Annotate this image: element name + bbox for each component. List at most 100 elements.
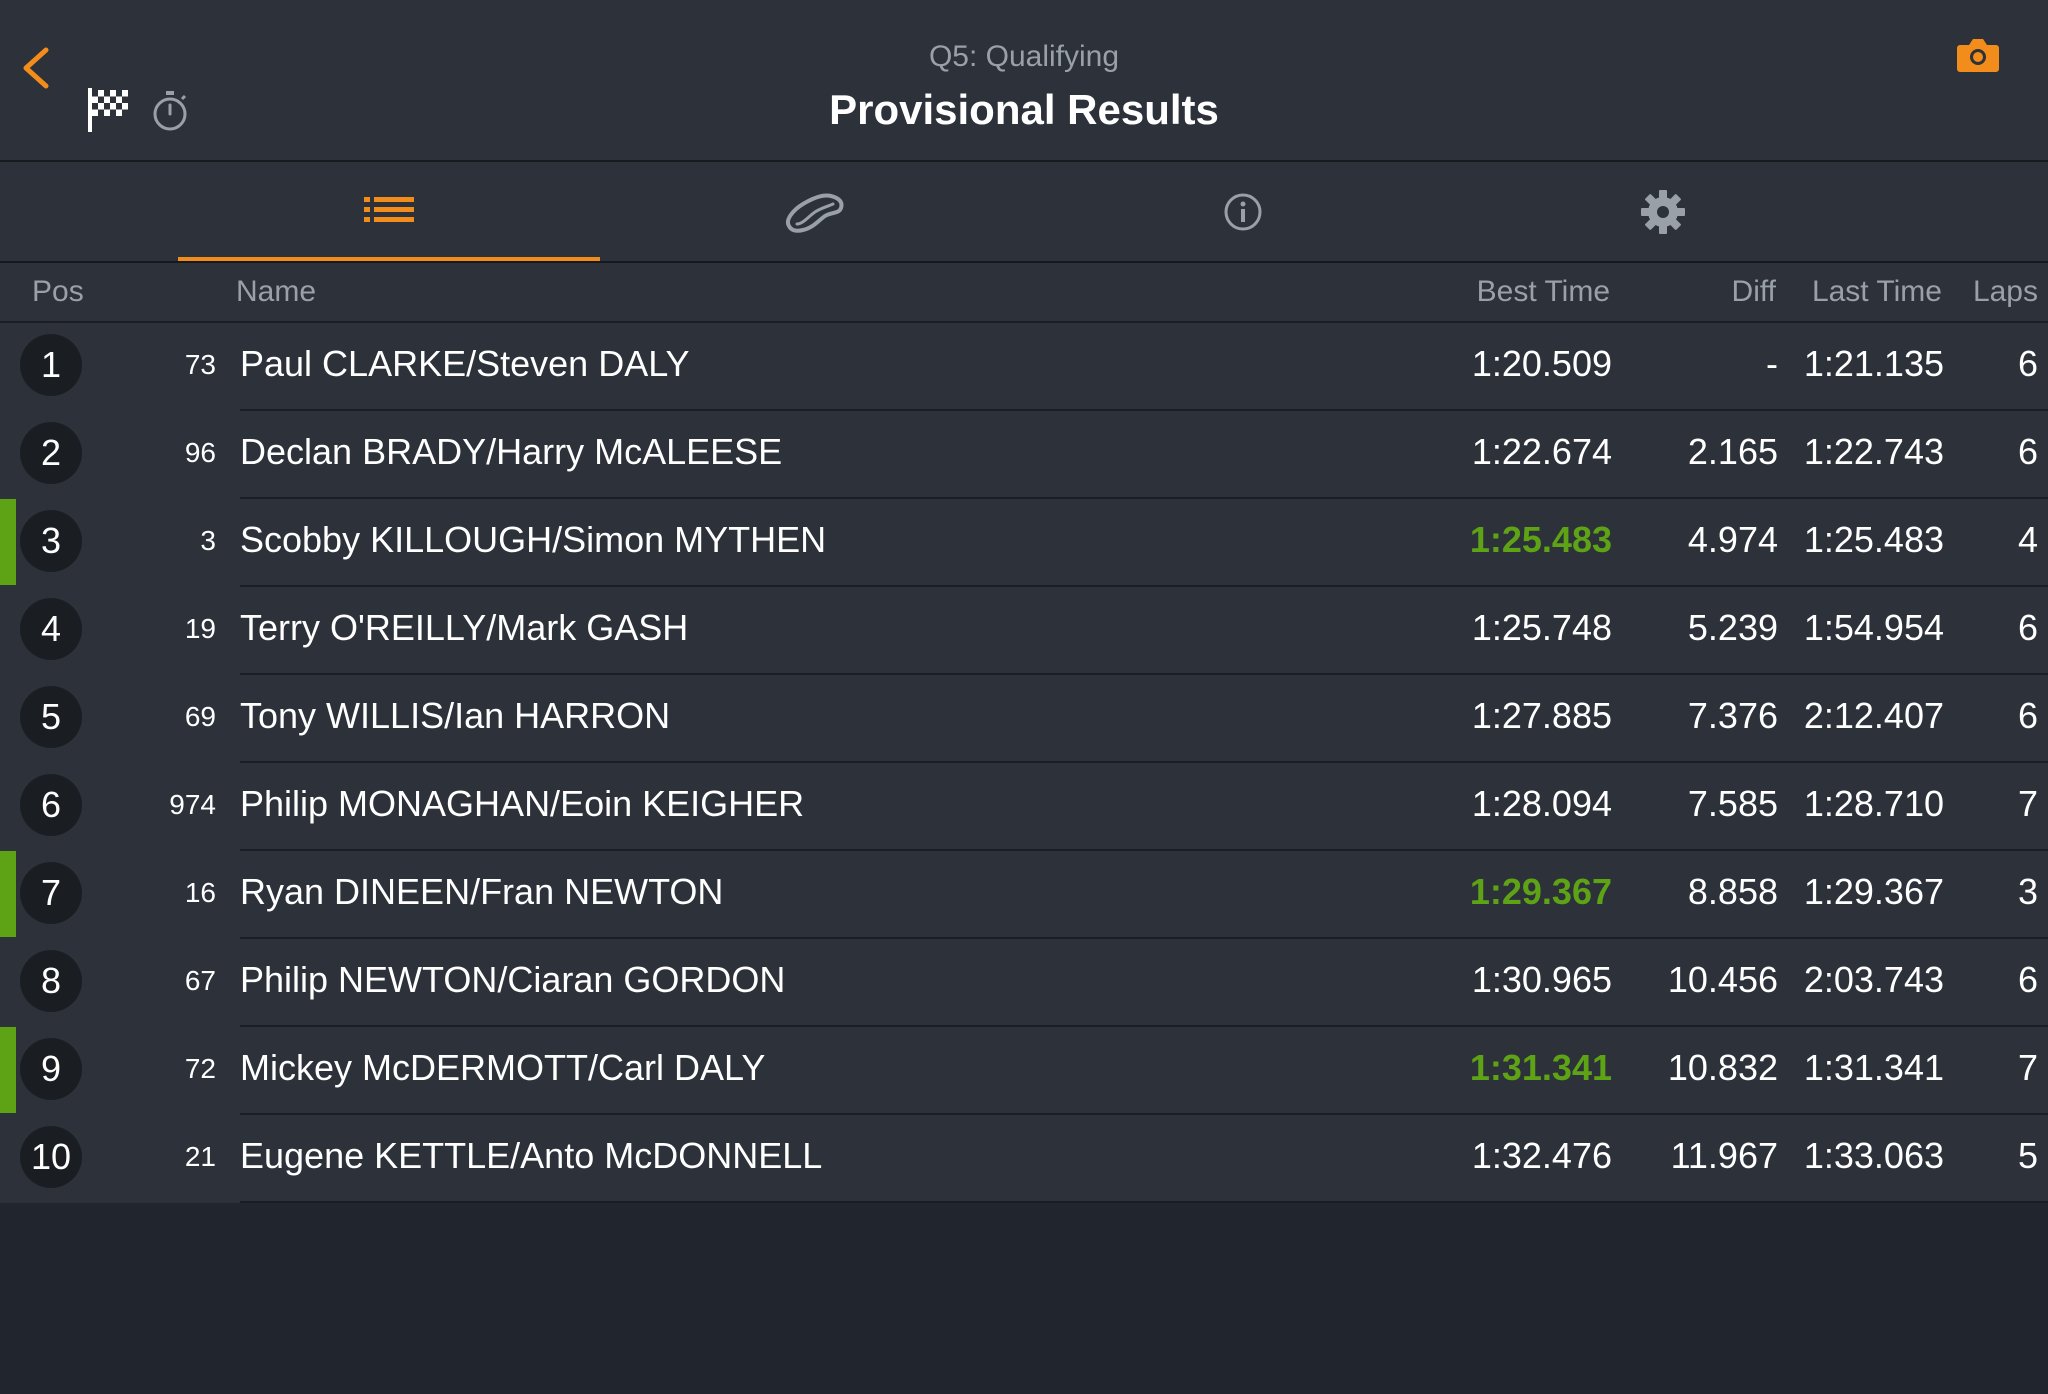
driver-names: Tony WILLIS/Ian HARRON [240,695,671,736]
table-row[interactable]: 4 19 Terry O'REILLY/Mark GASH 1:25.748 5.239… [0,587,2048,675]
last-time: 1:25.483 [1803,519,1944,560]
lap-count: 5 [2017,1135,2038,1176]
results-table: 1 73 Paul CLARKE/Steven DALY 1:20.509-1:21.… [0,323,2048,1203]
time-diff: - [1766,343,1778,384]
last-time: 1:28.710 [1803,783,1944,824]
lap-count: 4 [2017,519,2038,560]
header-laps: Laps [1972,275,2038,308]
active-tab-indicator [178,257,600,261]
stopwatch-icon [150,90,190,137]
car-number: 96 [184,437,216,468]
track-icon [786,193,844,233]
header-best-time: Best Time [1476,275,1610,308]
checkered-flag-icon [86,86,132,139]
table-row[interactable]: 6 974 Philip MONAGHAN/Eoin KEIGHER 1:28.094… [0,763,2048,851]
best-time: 1:25.483 [1469,519,1612,560]
header-bar: Q5: Qualifying Provisional Results [0,0,2048,162]
driver-names: Philip MONAGHAN/Eoin KEIGHER [240,783,805,824]
improvement-indicator [0,1027,16,1115]
info-icon [1224,193,1262,230]
driver-names: Scobby KILLOUGH/Simon MYTHEN [240,519,827,560]
lap-count: 3 [2017,871,2038,912]
position-badge: 9 [20,1038,82,1100]
last-time: 1:31.341 [1803,1047,1944,1088]
tab-info[interactable] [1028,162,1458,261]
lap-count: 7 [2017,1047,2038,1088]
best-time: 1:29.367 [1469,871,1612,912]
driver-names: Terry O'REILLY/Mark GASH [240,607,689,648]
table-row[interactable]: 10 21 Eugene KETTLE/Anto McDONNELL 1:32.476… [0,1115,2048,1203]
best-time: 1:27.885 [1471,695,1612,736]
last-time: 1:22.743 [1803,431,1944,472]
best-time: 1:22.674 [1471,431,1612,472]
position-badge: 10 [20,1126,82,1188]
list-icon [364,196,414,222]
time-diff: 10.832 [1667,1047,1778,1088]
time-diff: 11.967 [1670,1135,1778,1176]
car-number: 19 [184,613,216,644]
chevron-left-icon [23,47,49,89]
camera-icon [1957,39,1999,72]
car-number: 3 [200,525,216,556]
car-number: 974 [169,789,216,820]
driver-names: Mickey McDERMOTT/Carl DALY [240,1047,766,1088]
header-last-time: Last Time [1811,275,1942,308]
lap-count: 6 [2017,343,2038,384]
table-row[interactable]: 8 67 Philip NEWTON/Ciaran GORDON 1:30.965 10… [0,939,2048,1027]
lap-count: 6 [2017,431,2038,472]
header-pos: Pos [32,275,84,308]
position-badge: 3 [20,510,82,572]
tab-settings[interactable] [1458,162,1868,261]
time-diff: 4.974 [1687,519,1778,560]
time-diff: 5.239 [1687,607,1778,648]
table-row[interactable]: 2 96 Declan BRADY/Harry McALEESE 1:22.674 2.… [0,411,2048,499]
best-time: 1:25.748 [1471,607,1612,648]
last-time: 1:21.135 [1803,343,1944,384]
car-number: 69 [184,701,216,732]
improvement-indicator [0,939,16,1027]
time-diff: 10.456 [1667,959,1778,1000]
table-row[interactable]: 1 73 Paul CLARKE/Steven DALY 1:20.509 -1:21.… [0,323,2048,411]
page-title: Provisional Results [829,86,1219,133]
header-diff: Diff [1731,275,1776,308]
gear-icon [1641,189,1685,234]
position-badge: 4 [20,598,82,660]
table-row[interactable]: 5 69 Tony WILLIS/Ian HARRON 1:27.885 7.376 2:… [0,675,2048,763]
lap-count: 6 [2017,607,2038,648]
improvement-indicator [0,411,16,499]
table-row[interactable]: 3 3 Scobby KILLOUGH/Simon MYTHEN 1:25.483 4.… [0,499,2048,587]
column-headers: Pos Name Best Time Diff Last Time Laps [0,263,2048,323]
tab-bar [0,162,2048,263]
improvement-indicator [0,675,16,763]
session-name: Q5: Qualifying [928,40,1120,73]
last-time: 1:29.367 [1803,871,1944,912]
car-number: 72 [184,1053,216,1084]
back-button[interactable] [18,44,58,92]
lap-count: 6 [2017,695,2038,736]
driver-names: Philip NEWTON/Ciaran GORDON [240,959,786,1000]
position-badge: 6 [20,774,82,836]
last-time: 1:54.954 [1803,607,1944,648]
lap-count: 6 [2017,959,2038,1000]
car-number: 16 [184,877,216,908]
improvement-indicator [0,323,16,411]
last-time: 1:33.063 [1803,1135,1944,1176]
tab-track[interactable] [600,162,1028,261]
time-diff: 7.376 [1687,695,1778,736]
position-badge: 2 [20,422,82,484]
table-row[interactable]: 7 16 Ryan DINEEN/Fran NEWTON 1:29.367 8.858 1… [0,851,2048,939]
best-time: 1:20.509 [1471,343,1612,384]
screenshot-button[interactable] [1956,36,2000,79]
improvement-indicator [0,499,16,587]
driver-names: Declan BRADY/Harry McALEESE [240,431,783,472]
time-diff: 7.585 [1687,783,1778,824]
driver-names: Eugene KETTLE/Anto McDONNELL [240,1135,823,1176]
best-time: 1:32.476 [1471,1135,1612,1176]
car-number: 21 [184,1141,216,1172]
table-row[interactable]: 9 72 Mickey McDERMOTT/Carl DALY 1:31.341 10.… [0,1027,2048,1115]
last-time: 2:12.407 [1803,695,1944,736]
time-diff: 8.858 [1687,871,1778,912]
tab-results[interactable] [178,162,600,261]
position-badge: 5 [20,686,82,748]
lap-count: 7 [2017,783,2038,824]
